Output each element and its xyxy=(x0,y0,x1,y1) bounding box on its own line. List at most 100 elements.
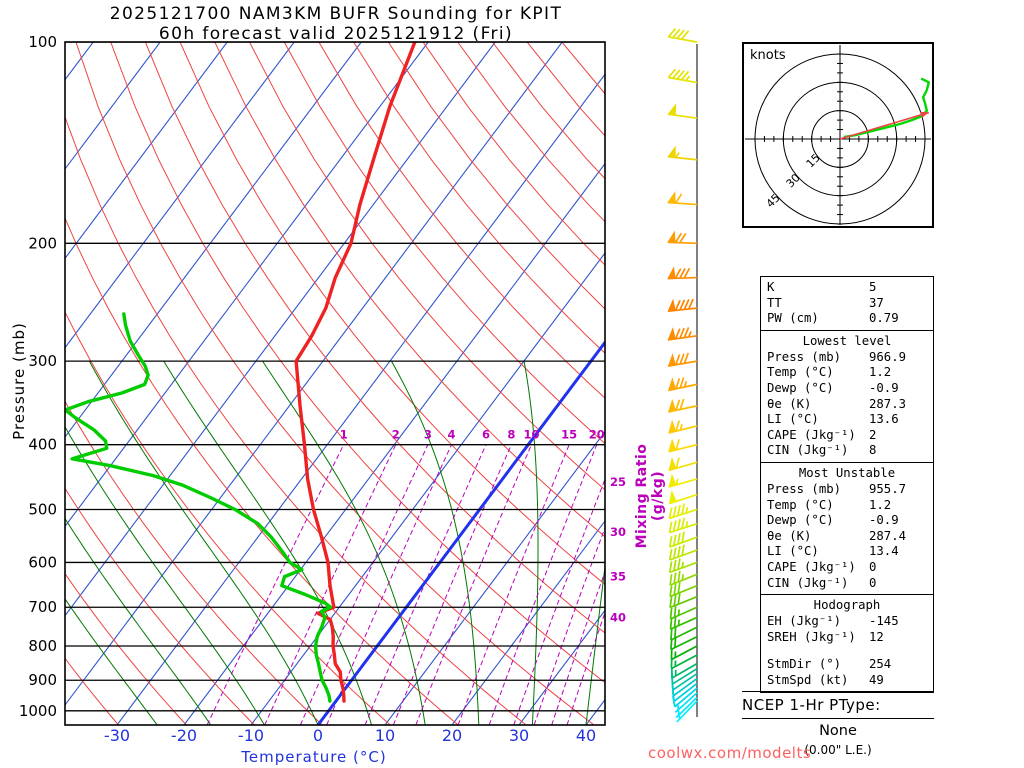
stat-value: 8 xyxy=(869,443,877,458)
svg-text:30: 30 xyxy=(509,726,529,745)
svg-text:300: 300 xyxy=(28,352,57,370)
stat-label: TT xyxy=(767,295,782,310)
stat-label: CIN (Jkg⁻¹) xyxy=(767,575,849,590)
svg-text:10: 10 xyxy=(523,428,539,442)
wind-barb xyxy=(667,352,698,367)
wind-barb xyxy=(670,636,698,651)
stats-section-header: Most Unstable xyxy=(761,461,933,482)
stat-label: EH (Jkg⁻¹) xyxy=(767,614,842,629)
stat-row: CAPE (Jkg⁻¹) 2 xyxy=(761,428,933,444)
stat-row: StmSpd (kt) 49 xyxy=(761,673,933,689)
ptype-panel: NCEP 1-Hr PType: None (0.00" L.E.) xyxy=(742,687,934,757)
stat-value: 966.9 xyxy=(869,349,907,364)
wind-barb xyxy=(667,230,698,245)
wind-barb xyxy=(668,558,698,574)
stat-value: 0 xyxy=(869,575,877,590)
stat-label: CAPE (Jkg⁻¹) xyxy=(767,427,856,442)
divider-mid xyxy=(742,718,934,719)
wind-barb xyxy=(667,103,698,120)
stat-label: Temp (°C) xyxy=(767,497,834,512)
svg-text:800: 800 xyxy=(28,637,57,655)
svg-text:40: 40 xyxy=(576,726,596,745)
wind-barb xyxy=(674,692,698,713)
wind-barb xyxy=(668,544,698,561)
svg-text:1: 1 xyxy=(340,428,348,442)
wind-barb xyxy=(669,593,698,609)
wind-barb xyxy=(669,570,698,586)
svg-text:500: 500 xyxy=(28,500,57,518)
wind-barb xyxy=(667,27,698,43)
stat-value: 955.7 xyxy=(869,481,907,496)
svg-text:20: 20 xyxy=(589,428,605,442)
stat-label: CIN (Jkg⁻¹) xyxy=(767,443,849,458)
stat-label: Dewp (°C) xyxy=(767,513,834,528)
svg-text:-20: -20 xyxy=(171,726,197,745)
svg-text:25: 25 xyxy=(610,475,626,489)
stat-value: 2 xyxy=(869,427,877,442)
stat-row: SREH (Jkg⁻¹) 12 xyxy=(761,630,933,646)
svg-text:-30: -30 xyxy=(104,726,130,745)
wind-barb xyxy=(668,473,698,488)
stat-value: 1.2 xyxy=(869,497,892,512)
storm-motion-vector xyxy=(839,111,930,140)
stat-value: 0.79 xyxy=(869,311,899,326)
stat-value: 13.4 xyxy=(869,544,899,559)
stat-label: Temp (°C) xyxy=(767,365,834,380)
wind-barb xyxy=(669,582,698,598)
mixing-ratio-axis-label: Mixing Ratio (g/kg) xyxy=(634,443,666,549)
stat-row: TT 37 xyxy=(761,296,933,312)
stat-value: -0.9 xyxy=(869,513,899,528)
hodograph-trace xyxy=(843,77,930,139)
stat-row: PW (cm) 0.79 xyxy=(761,311,933,327)
svg-text:0: 0 xyxy=(313,726,323,745)
stat-label: K xyxy=(767,280,775,294)
stat-row: Dewp (°C) -0.9 xyxy=(761,513,933,529)
mixing-ratio-lines xyxy=(206,444,605,725)
svg-text:6: 6 xyxy=(482,428,490,442)
stat-value: 13.6 xyxy=(869,412,899,427)
temperature-tick-labels: -30 -20 -10 0 10 20 30 40 xyxy=(104,726,596,745)
stat-row: StmDir (°) 254 xyxy=(761,657,933,673)
wind-barb xyxy=(667,145,698,161)
stat-label: StmSpd (kt) xyxy=(767,672,849,687)
wind-barb xyxy=(672,687,698,708)
svg-text:knots: knots xyxy=(750,48,786,63)
stat-value: 287.3 xyxy=(869,396,907,411)
stat-label: LI (°C) xyxy=(767,544,819,559)
svg-text:3: 3 xyxy=(424,428,432,442)
stat-label: Press (mb) xyxy=(767,349,842,364)
chart-subtitle: 60h forecast valid 2025121912 (Fri) xyxy=(158,24,514,44)
wind-barb xyxy=(667,266,698,280)
stats-section-header: Hodograph xyxy=(761,594,933,614)
stat-label: StmDir (°) xyxy=(767,657,842,672)
stat-value: 287.4 xyxy=(869,528,907,543)
stat-label: θe (K) xyxy=(767,396,812,411)
stat-value: 12 xyxy=(869,629,884,644)
hodograph-grid xyxy=(745,45,931,225)
wind-barb xyxy=(676,700,698,723)
wind-barb xyxy=(669,606,698,620)
divider-top xyxy=(742,691,934,692)
stat-value: 1.2 xyxy=(869,365,892,380)
watermark-text: coolwx.com/modelts xyxy=(648,744,812,762)
stat-value: 49 xyxy=(869,672,884,687)
stat-value: 5 xyxy=(869,280,877,294)
stats-table: K 5 TT 37 PW (cm) 0.79 Lowest level Press (mb) 9… xyxy=(760,276,934,694)
svg-text:600: 600 xyxy=(28,553,57,571)
wind-barb xyxy=(668,419,698,434)
wind-barb xyxy=(667,398,698,413)
stat-label: θe (K) xyxy=(767,528,812,543)
stat-label: PW (cm) xyxy=(767,311,819,326)
stats-spacer xyxy=(761,645,933,657)
svg-text:100: 100 xyxy=(28,33,57,51)
wind-barb xyxy=(667,68,698,84)
pressure-axis-label: Pressure (mb) xyxy=(10,322,28,440)
svg-text:10: 10 xyxy=(375,726,395,745)
temperature-axis-label: Temperature (°C) xyxy=(241,748,387,766)
stat-value: 37 xyxy=(869,295,884,310)
hodograph-units-label: knots xyxy=(750,48,786,63)
mixing-ratio-labels: 1 2 3 4 6 8 10 15 20 25 30 35 40 xyxy=(340,428,626,625)
dewpoint-curve xyxy=(65,312,333,703)
